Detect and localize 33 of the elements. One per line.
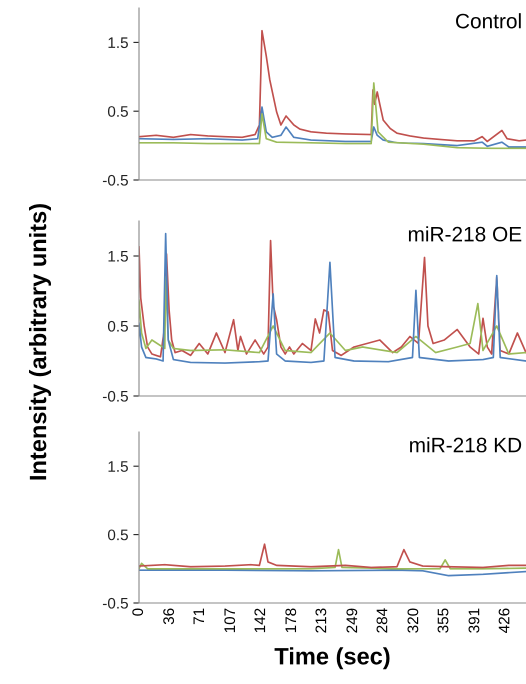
y-tick-label: 0.5 bbox=[108, 106, 128, 117]
x-tick-label: 426 bbox=[498, 608, 510, 633]
x-tick-label: 320 bbox=[407, 608, 418, 633]
chart-title: Control bbox=[456, 13, 521, 28]
x-tick-label: 355 bbox=[438, 608, 448, 633]
line-series bbox=[139, 106, 526, 148]
y-tick-label: -0.5 bbox=[102, 174, 128, 186]
x-tick-label: 107 bbox=[224, 608, 236, 632]
line-series bbox=[139, 276, 526, 355]
line-series bbox=[139, 82, 526, 150]
y-tick-label: -0.5 bbox=[102, 598, 128, 609]
x-tick-label: 391 bbox=[468, 608, 480, 633]
x-tick-label: 71 bbox=[194, 608, 204, 624]
y-tick-label: 1.5 bbox=[108, 37, 128, 48]
line-series bbox=[139, 30, 526, 142]
x-tick-label: 213 bbox=[315, 608, 326, 633]
y-tick-label: 1.5 bbox=[108, 251, 128, 262]
x-tick-label: 178 bbox=[285, 608, 296, 632]
x-tick-label: 142 bbox=[254, 608, 266, 632]
y-tick-label: 0.5 bbox=[108, 529, 128, 540]
y-tick-label: 0.5 bbox=[108, 320, 128, 332]
x-tick-label: 0 bbox=[132, 608, 144, 616]
x-tick-label: 249 bbox=[346, 608, 358, 633]
chart-title: miR-218 KD bbox=[410, 437, 522, 452]
y-tick-label: 1.5 bbox=[108, 461, 128, 472]
y-axis-title: Intensity (arbitrary units) bbox=[28, 204, 52, 480]
x-tick-label: 284 bbox=[376, 608, 388, 633]
y-tick-label: -0.5 bbox=[102, 390, 128, 402]
x-tick-label: 36 bbox=[163, 608, 174, 624]
chart-title: miR-218 OE bbox=[408, 226, 522, 242]
line-series bbox=[139, 548, 526, 570]
line-series bbox=[139, 543, 526, 568]
x-axis-title: Time (sec) bbox=[274, 647, 390, 670]
